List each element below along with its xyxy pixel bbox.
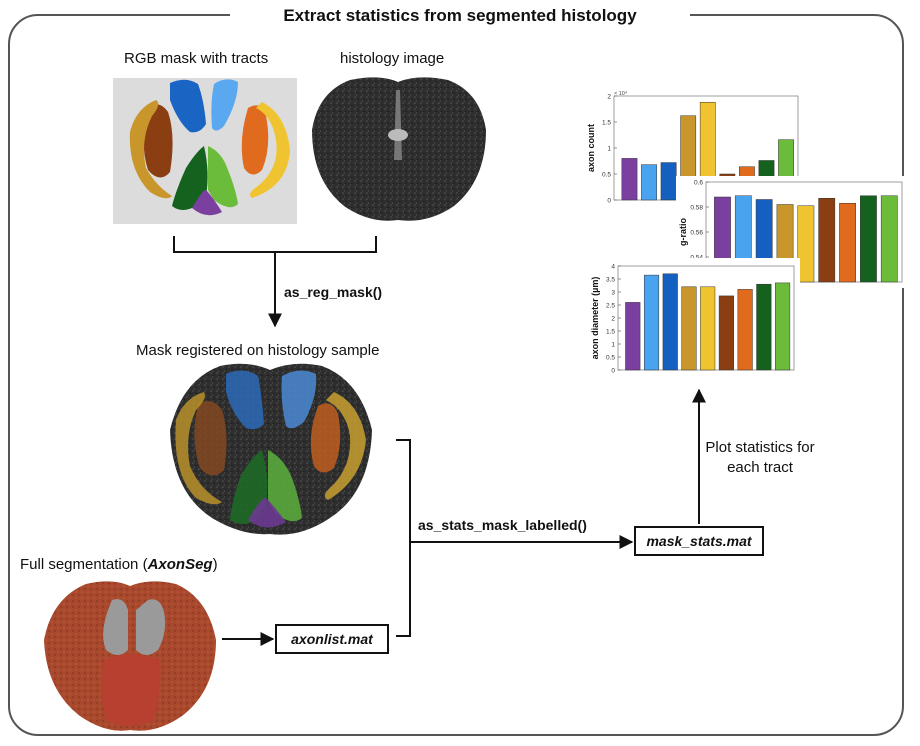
bar-1-4 [797, 205, 815, 283]
y-tick-label: 0.58 [690, 205, 703, 212]
y-axis-label: axon count [586, 124, 596, 172]
y-tick-label: 1 [607, 146, 611, 153]
y-tick-label: 2 [611, 316, 615, 323]
y-tick-label: 2 [607, 94, 611, 101]
registered-caption: Mask registered on histology sample [136, 342, 380, 359]
y-tick-label: 0 [611, 368, 615, 375]
bar-2-0 [625, 302, 641, 371]
y-tick-label: 0.56 [690, 230, 703, 237]
chart-2: 0 0.5 1 1.5 2 2.5 3 3.5 4 axon diameter (µm) [588, 258, 800, 375]
bar-2-7 [756, 283, 772, 371]
full-segmentation-caption: Full segmentation (AxonSeg) [20, 556, 218, 573]
plot-statistics-caption: Plot statistics for each tract [700, 438, 820, 478]
y-tick-label: 1.5 [606, 329, 615, 336]
y-tick-label: 1 [611, 342, 615, 349]
rgb-mask-image [113, 78, 297, 224]
bar-2-1 [643, 274, 660, 371]
y-tick-label: 2.5 [606, 303, 615, 310]
histology-caption: histology image [340, 50, 445, 67]
bar-0-1 [641, 164, 657, 201]
histology-image [312, 77, 486, 221]
bar-1-6 [839, 203, 856, 283]
y-tick-label: 0 [607, 198, 611, 205]
bar-2-3 [681, 286, 697, 371]
bar-2-6 [737, 289, 753, 371]
as-stats-mask-labelled-label: as_stats_mask_labelled() [418, 517, 587, 533]
bar-1-7 [860, 195, 877, 283]
y-tick-label: 1.5 [602, 120, 611, 127]
plot-line-2: each tract [727, 459, 793, 476]
y-tick-label: 3.5 [606, 277, 615, 284]
rgb-mask-caption: RGB mask with tracts [124, 50, 269, 67]
y-multiplier-label: × 10⁴ [614, 90, 628, 97]
bar-2-5 [718, 295, 734, 371]
bar-0-2 [660, 162, 677, 201]
full-seg-prefix: Full segmentation ( [20, 556, 148, 573]
y-axis-label: axon diameter (µm) [590, 277, 600, 360]
bar-1-5 [818, 198, 836, 283]
as-reg-mask-label: as_reg_mask() [284, 284, 383, 300]
axonlist-file-box: axonlist.mat [275, 624, 389, 654]
full-segmentation-image [44, 581, 216, 731]
y-tick-label: 0.5 [602, 172, 611, 179]
bar-2-2 [662, 273, 678, 371]
full-seg-suffix: ) [212, 556, 218, 573]
bar-2-4 [700, 286, 716, 371]
page-title: Extract statistics from segmented histol… [230, 4, 690, 28]
plot-line-1: Plot statistics for [705, 439, 815, 456]
bar-0-0 [621, 158, 638, 201]
y-tick-label: 0.6 [694, 180, 703, 187]
registered-mask-image [170, 363, 372, 535]
bar-1-8 [880, 195, 898, 283]
y-tick-label: 3 [611, 290, 615, 297]
bar-2-8 [775, 282, 791, 371]
mask-stats-file-box: mask_stats.mat [634, 526, 764, 556]
y-tick-label: 0.5 [606, 355, 615, 362]
axonseg-label: AxonSeg [147, 556, 213, 573]
y-axis-label: g-ratio [678, 218, 688, 247]
y-tick-label: 4 [611, 264, 615, 271]
